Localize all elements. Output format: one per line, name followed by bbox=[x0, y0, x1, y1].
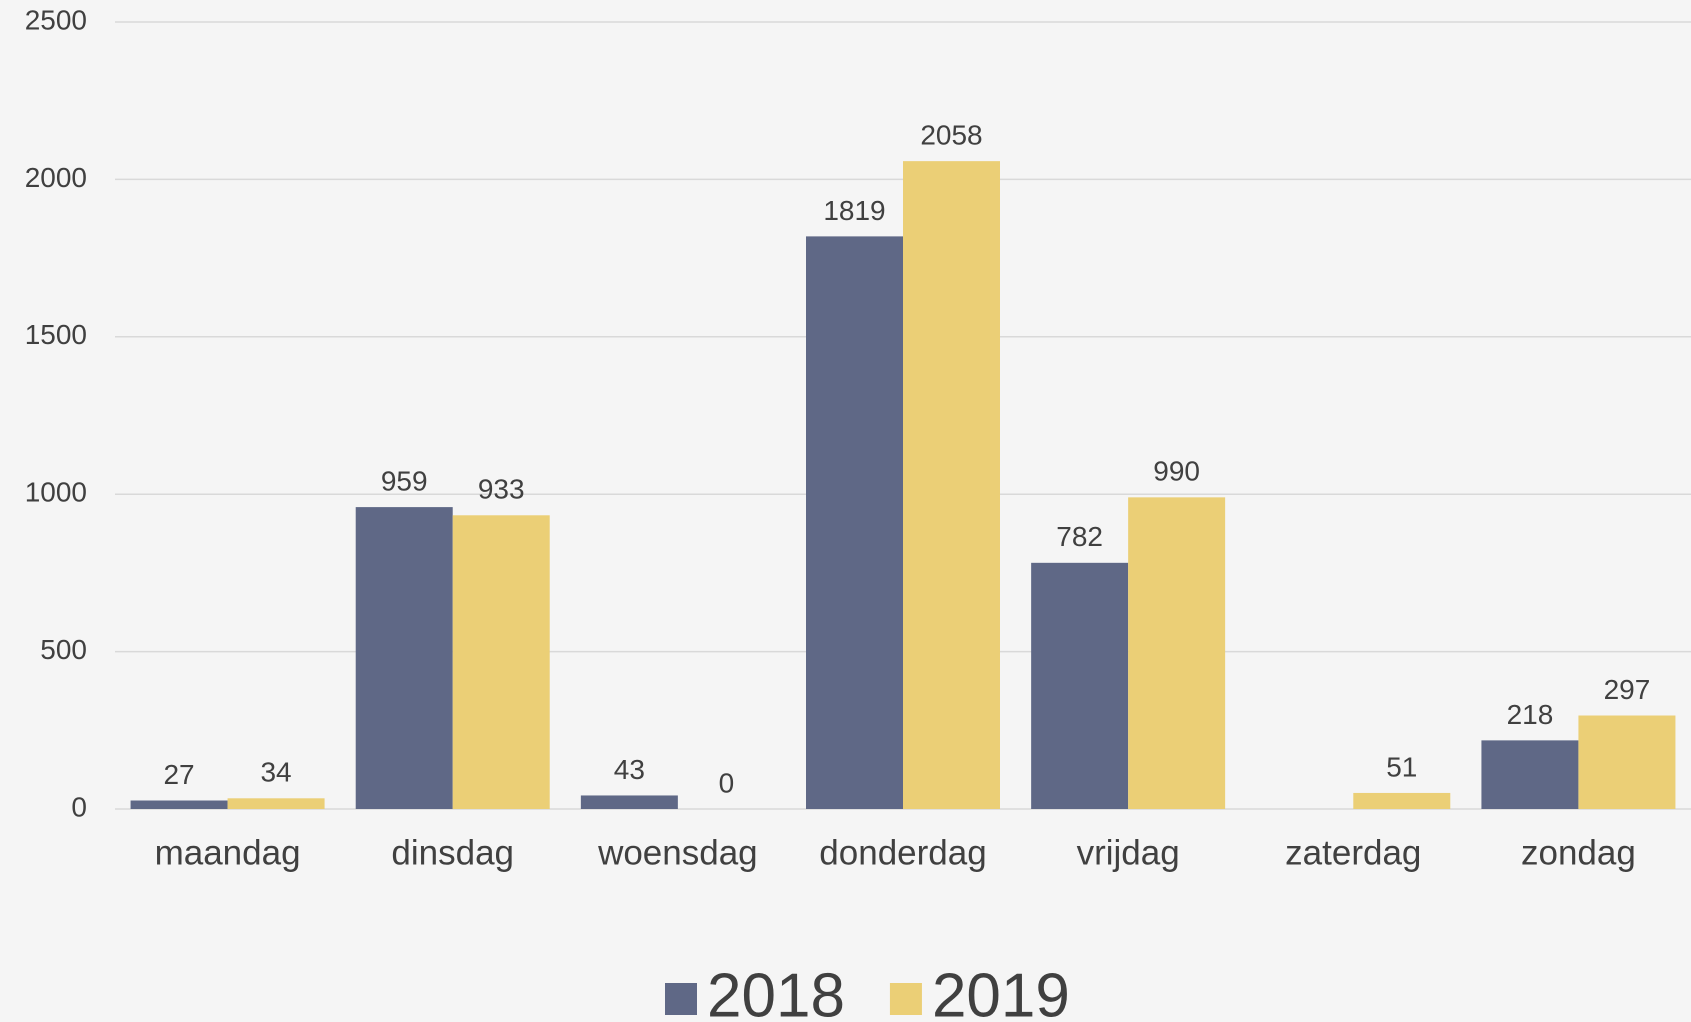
bar bbox=[1578, 715, 1676, 809]
y-tick-label: 0 bbox=[71, 791, 87, 822]
data-label: 933 bbox=[478, 474, 525, 505]
data-label: 990 bbox=[1153, 456, 1200, 487]
bar bbox=[355, 507, 453, 809]
bar bbox=[1128, 497, 1226, 809]
bar bbox=[1481, 740, 1579, 809]
x-tick-label: donderdag bbox=[819, 833, 986, 872]
x-tick-label: zaterdag bbox=[1285, 833, 1421, 872]
legend-swatch bbox=[665, 983, 697, 1015]
data-label: 297 bbox=[1604, 674, 1651, 705]
bar bbox=[452, 515, 550, 809]
data-label: 2058 bbox=[920, 120, 982, 151]
bar bbox=[806, 236, 903, 810]
data-label: 27 bbox=[163, 759, 194, 790]
data-label: 959 bbox=[381, 465, 428, 496]
y-tick-label: 2000 bbox=[25, 162, 87, 193]
bar bbox=[227, 798, 325, 809]
x-tick-label: vrijdag bbox=[1077, 833, 1180, 872]
legend-label: 2018 bbox=[707, 961, 845, 1022]
bar bbox=[130, 800, 228, 809]
data-label: 218 bbox=[1507, 699, 1554, 730]
bar bbox=[1353, 792, 1451, 809]
x-tick-label: dinsdag bbox=[391, 833, 514, 872]
bar bbox=[903, 161, 1000, 809]
y-tick-label: 2500 bbox=[25, 4, 87, 35]
x-tick-label: maandag bbox=[155, 833, 301, 872]
x-tick-label: woensdag bbox=[597, 833, 758, 872]
x-tick-label: zondag bbox=[1521, 833, 1636, 872]
data-label: 1819 bbox=[823, 195, 885, 226]
y-tick-label: 1000 bbox=[25, 477, 87, 508]
y-tick-label: 500 bbox=[40, 634, 87, 665]
data-label: 51 bbox=[1386, 751, 1417, 782]
bar bbox=[1031, 562, 1129, 809]
data-label: 43 bbox=[614, 754, 645, 785]
legend-swatch bbox=[889, 983, 922, 1015]
y-tick-label: 1500 bbox=[25, 319, 87, 350]
data-label: 782 bbox=[1056, 521, 1103, 552]
data-label: 34 bbox=[260, 757, 291, 788]
data-label: 0 bbox=[719, 767, 735, 798]
legend-label: 2019 bbox=[932, 961, 1070, 1022]
bar bbox=[580, 795, 678, 809]
